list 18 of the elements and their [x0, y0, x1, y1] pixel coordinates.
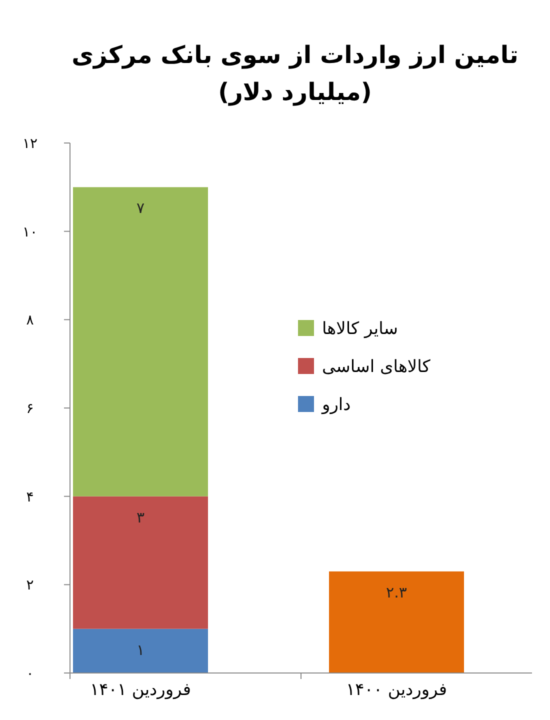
legend-label: سایر کالاها — [322, 319, 398, 339]
y-tick-label: ۰ — [26, 666, 34, 682]
y-tick-label: ۸ — [26, 312, 34, 329]
y-tick-label: ۲ — [26, 578, 34, 594]
chart-subtitle: (میلیارد دلار) — [218, 78, 372, 106]
y-tick-label: ۶ — [26, 401, 34, 417]
data-label: ۳ — [136, 508, 145, 526]
data-label: ۷ — [136, 199, 145, 218]
y-tick-label: ۱۲ — [22, 136, 38, 152]
data-label: ۲.۳ — [386, 583, 407, 602]
x-tick-label: فروردین ۱۴۰۱ — [90, 680, 192, 700]
legend-label: دارو — [321, 395, 351, 415]
x-tick-label: فروردین ۱۴۰۰ — [346, 680, 448, 700]
data-label: ۱ — [136, 640, 145, 659]
y-tick-label: ۴ — [26, 489, 34, 506]
y-tick-label: ۱۰ — [22, 224, 38, 240]
legend-label: کالاهای اساسی — [322, 357, 432, 377]
chart-title: تامین ارز واردات از سوی بانک مرکزی — [72, 41, 518, 69]
